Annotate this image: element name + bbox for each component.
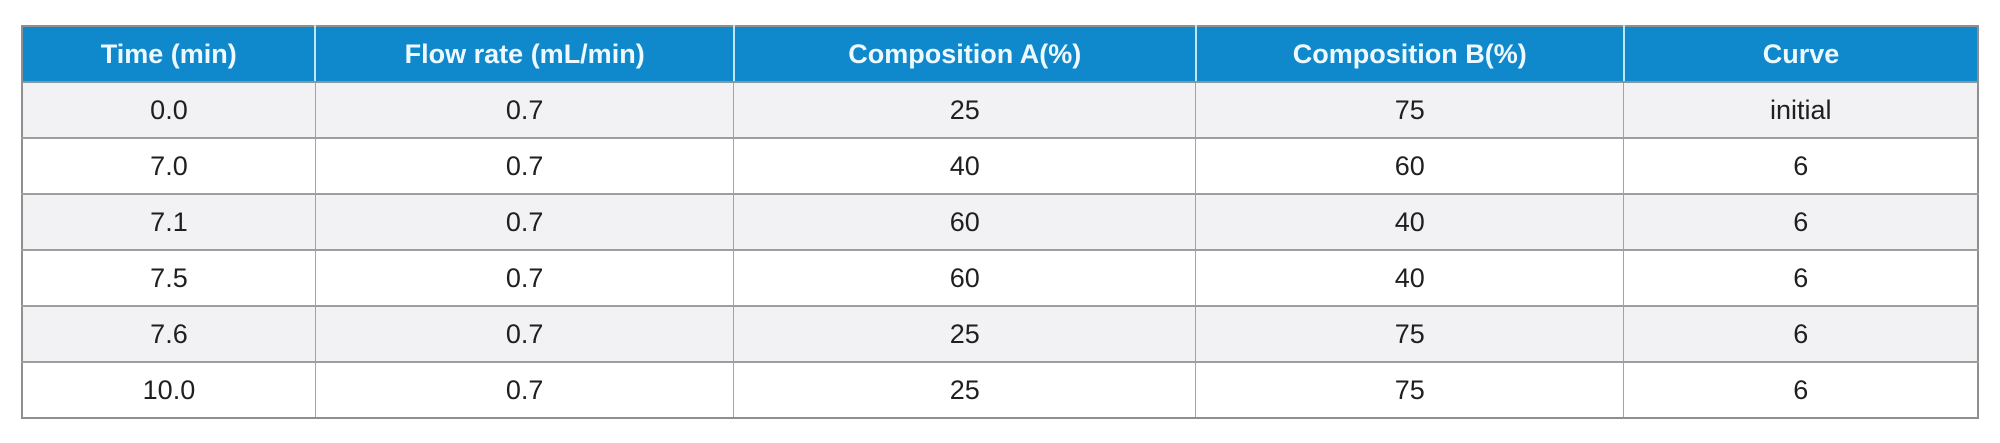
table-header: Time (min) Flow rate (mL/min) Compositio… <box>22 26 1980 83</box>
table-cell: 0.0 <box>21 81 316 139</box>
column-header-curve: Curve <box>1623 26 1980 83</box>
table-cell: 7.1 <box>21 193 316 251</box>
table-cell: 10.0 <box>21 361 316 419</box>
table-cell: 60 <box>1195 137 1625 195</box>
table-cell: 60 <box>733 249 1197 307</box>
table-header-row: Time (min) Flow rate (mL/min) Compositio… <box>22 26 1980 83</box>
table-cell: 7.6 <box>21 305 316 363</box>
table-cell: 25 <box>733 361 1197 419</box>
table-cell: 6 <box>1623 249 1979 307</box>
table-cell: 0.7 <box>314 193 735 251</box>
table-cell: 6 <box>1623 193 1979 251</box>
table-cell: 40 <box>1195 193 1625 251</box>
gradient-method-table: Time (min) Flow rate (mL/min) Compositio… <box>21 25 1980 419</box>
table-cell: 75 <box>1195 305 1625 363</box>
table-cell: 0.7 <box>314 305 735 363</box>
table-cell: initial <box>1623 81 1979 139</box>
table-cell: 75 <box>1195 361 1625 419</box>
table-row: 7.0 0.7 40 60 6 <box>21 137 1979 195</box>
table-cell: 0.7 <box>314 81 735 139</box>
table-cell: 25 <box>733 305 1197 363</box>
table-cell: 7.0 <box>21 137 316 195</box>
table-cell: 0.7 <box>314 361 735 419</box>
table-cell: 0.7 <box>314 249 735 307</box>
column-header-time: Time (min) <box>22 26 317 83</box>
column-header-composition-a: Composition A(%) <box>733 26 1197 83</box>
column-header-flow-rate: Flow rate (mL/min) <box>315 26 735 83</box>
table-cell: 6 <box>1623 137 1979 195</box>
table-cell: 60 <box>733 193 1197 251</box>
table-row: 7.5 0.7 60 40 6 <box>21 249 1979 307</box>
table-cell: 75 <box>1195 81 1625 139</box>
table-row: 7.6 0.7 25 75 6 <box>21 305 1979 363</box>
table-cell: 40 <box>1195 249 1625 307</box>
table-row: 10.0 0.7 25 75 6 <box>21 361 1979 419</box>
table-cell: 25 <box>733 81 1197 139</box>
table-row: 7.1 0.7 60 40 6 <box>21 193 1979 251</box>
table-body: 0.0 0.7 25 75 initial 7.0 0.7 40 60 6 7.1 0.7 60 40 6 7… <box>21 81 1979 419</box>
table-cell: 40 <box>733 137 1197 195</box>
table-cell: 6 <box>1623 361 1979 419</box>
column-header-composition-b: Composition B(%) <box>1195 26 1625 83</box>
table-cell: 6 <box>1623 305 1979 363</box>
table-row: 0.0 0.7 25 75 initial <box>21 81 1979 139</box>
table-cell: 0.7 <box>314 137 735 195</box>
table-cell: 7.5 <box>21 249 316 307</box>
